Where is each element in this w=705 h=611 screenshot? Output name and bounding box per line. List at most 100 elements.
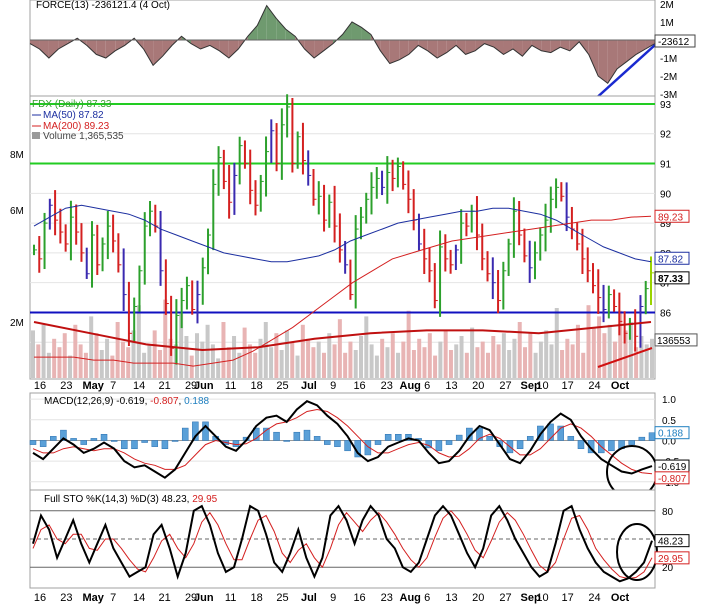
legend-fdx: FDX (Daily) 87.33 xyxy=(32,99,112,110)
volume-bar xyxy=(110,355,115,378)
x-tick-label: 6 xyxy=(424,380,430,392)
macd-hist-bar xyxy=(628,440,635,445)
volume-bar xyxy=(554,308,559,378)
force-segment xyxy=(323,39,334,51)
x-tick-label: 20 xyxy=(472,592,484,604)
force-segment xyxy=(209,39,220,51)
volume-bar xyxy=(496,344,501,378)
force-segment xyxy=(427,39,438,59)
force-segment xyxy=(626,39,637,62)
macd-hist-bar xyxy=(50,436,57,441)
volume-bar xyxy=(390,333,395,378)
volume-bar xyxy=(533,352,538,378)
force-segment xyxy=(219,39,229,59)
volume-bar xyxy=(644,344,649,378)
volume-bar xyxy=(549,344,554,378)
volume-bar xyxy=(348,341,353,378)
volume-last-box xyxy=(654,333,698,347)
force-segment xyxy=(361,27,371,40)
macd-hist-bar xyxy=(263,427,270,441)
volume-bar xyxy=(306,338,311,378)
x-tick-label: Oct xyxy=(611,380,630,392)
macd-last-label: -0.807 xyxy=(658,474,687,485)
macd-hist-bar xyxy=(324,440,331,445)
x-tick-label: Jul xyxy=(301,592,317,604)
macd-tick-label: 0.0 xyxy=(662,436,676,447)
force-segment xyxy=(522,39,532,57)
macd-hist-bar xyxy=(202,421,209,441)
price-tick-label: 93 xyxy=(660,100,672,111)
volume-bar xyxy=(433,355,438,378)
volume-bar xyxy=(480,341,485,378)
volume-bars xyxy=(31,299,654,378)
volume-bar xyxy=(68,355,73,378)
macd-hist-bar xyxy=(131,440,138,449)
volume-bar xyxy=(343,352,348,378)
x-tick-label: Jun xyxy=(194,380,214,392)
force-segment xyxy=(531,39,542,51)
x-tick-label: Aug xyxy=(400,592,421,604)
force-segment xyxy=(645,39,655,49)
x-tick-label: Sep xyxy=(521,592,541,604)
x-tick-label: 14 xyxy=(133,380,145,392)
price-tick-label: 92 xyxy=(660,130,672,141)
macd-hist-bar xyxy=(171,440,179,442)
macd-hist-bar xyxy=(374,440,382,445)
legend-volume: Volume 1,365,535 xyxy=(43,131,124,142)
macd-hist-bar xyxy=(526,436,534,441)
sto-grid xyxy=(30,510,655,568)
macd-hist-bar xyxy=(364,440,372,456)
force-segment xyxy=(541,39,551,53)
force-segment xyxy=(617,39,627,69)
force-segment xyxy=(190,39,201,49)
volume-bar xyxy=(422,347,427,378)
x-tick-label: 18 xyxy=(250,592,262,604)
force-segment xyxy=(636,39,646,55)
x-tick-label: 10 xyxy=(536,592,548,604)
volume-bar xyxy=(475,347,480,378)
price-last-labels: 89.23 87.82 87.33 136553 xyxy=(654,209,698,347)
force-tick-label: -1M xyxy=(660,54,677,65)
volume-bar xyxy=(359,336,364,378)
volume-bar xyxy=(205,324,210,378)
volume-bar xyxy=(612,341,617,378)
force-segment xyxy=(257,5,267,40)
volume-bar xyxy=(332,344,337,378)
macd-last-label: 0.188 xyxy=(658,429,683,440)
volume-bar xyxy=(52,338,57,378)
price-last-box xyxy=(654,209,690,223)
volume-bar xyxy=(247,344,252,378)
volume-bar xyxy=(168,338,173,378)
force-segment xyxy=(86,39,97,55)
force-tick-label: 2M xyxy=(660,0,674,11)
macd-last-box xyxy=(654,471,690,485)
macd-hist-bar xyxy=(151,440,159,447)
x-tick-label: May xyxy=(82,592,104,604)
sto-last-labels: 48.23 29.95 xyxy=(654,534,690,565)
macd-hist-bar xyxy=(435,440,443,452)
volume-tick-label: 6M xyxy=(10,206,24,217)
force-segment xyxy=(484,39,495,48)
volume-bar xyxy=(607,324,612,378)
volume-bar xyxy=(242,327,247,378)
volume-bar xyxy=(263,322,268,378)
macd-panel: 1.00.50.0-0.5-1.0 0.188-0.619-0.807 MACD… xyxy=(29,392,690,499)
volume-last-label: 136553 xyxy=(657,336,691,347)
volume-bar xyxy=(623,330,628,378)
macd-hist-bar xyxy=(567,436,575,441)
x-tick-label: 29 xyxy=(185,592,197,604)
volume-bar xyxy=(575,324,580,378)
force-segment xyxy=(285,29,296,40)
x-tick-label: 21 xyxy=(159,592,171,604)
volume-bar xyxy=(401,341,406,378)
volume-bar xyxy=(142,352,147,378)
price-tick-label: 86 xyxy=(660,308,672,319)
volume-bar xyxy=(94,333,99,378)
x-tick-label: 16 xyxy=(353,592,365,604)
volume-tick-label: 2M xyxy=(10,318,24,329)
volume-tick-label: 8M xyxy=(10,150,24,161)
x-tick-label: 24 xyxy=(588,380,600,392)
force-segment xyxy=(304,39,315,59)
